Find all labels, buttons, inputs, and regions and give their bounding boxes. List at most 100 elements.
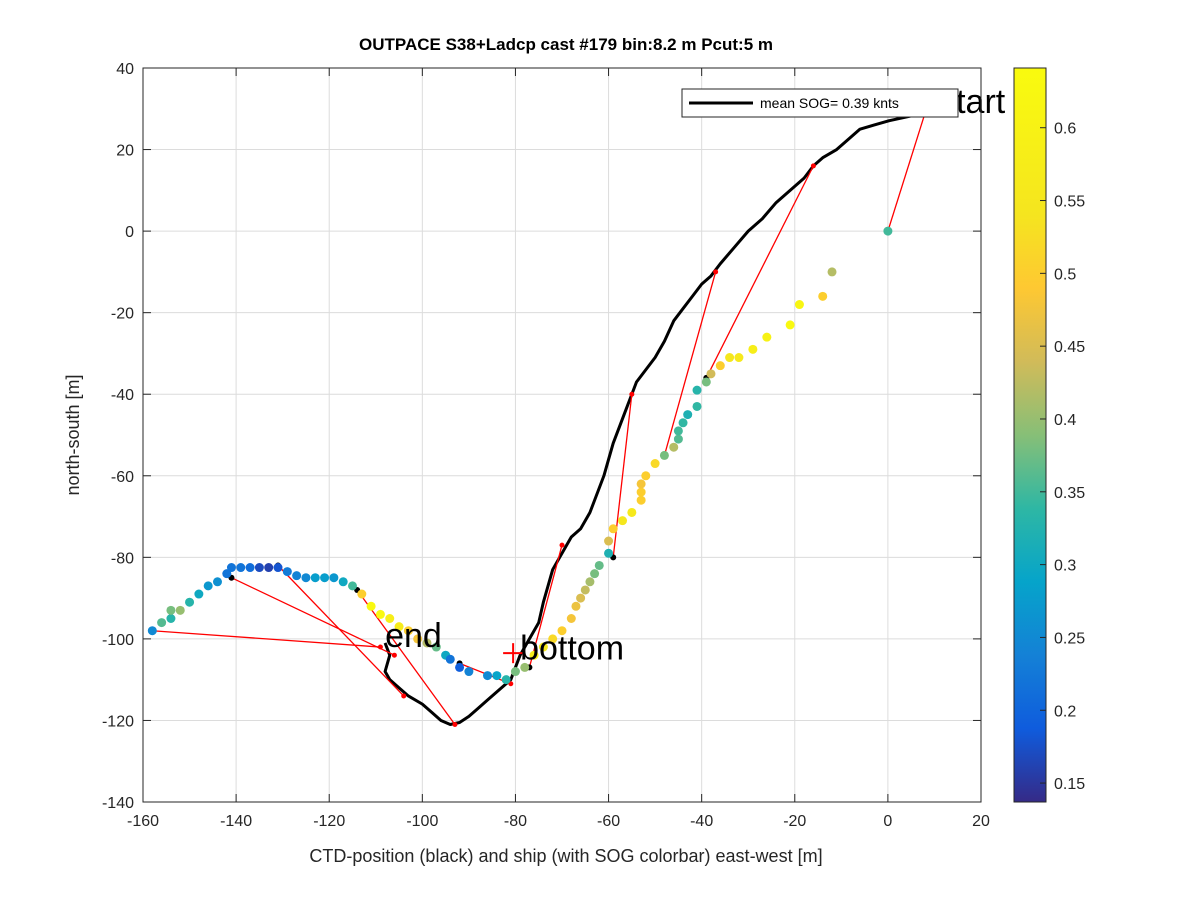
x-tick-label: -120 <box>313 813 345 830</box>
y-tick-label: -120 <box>102 713 134 730</box>
ship-sog-point <box>329 573 339 583</box>
ship-sog-point <box>650 459 660 469</box>
ship-sog-point <box>692 385 702 395</box>
x-tick-label: -40 <box>690 813 713 830</box>
ship-sog-point <box>827 267 837 277</box>
ship-sog-point <box>254 563 264 573</box>
x-tick-label: -160 <box>127 813 159 830</box>
y-tick-label: -60 <box>111 469 134 486</box>
ship-sog-point <box>585 577 595 587</box>
ship-sog-point <box>604 548 614 558</box>
x-tick-label: -80 <box>504 813 527 830</box>
ship-sog-point <box>338 577 348 587</box>
ship-sog-point <box>185 597 195 607</box>
ship-sog-point <box>580 585 590 595</box>
ship-sog-point <box>245 563 255 573</box>
ship-sog-point <box>883 226 893 236</box>
x-axis-label: CTD-position (black) and ship (with SOG … <box>309 846 822 866</box>
ship-sog-point <box>301 573 311 583</box>
ctd-link-end <box>391 652 397 658</box>
x-tick-label: 0 <box>883 813 892 830</box>
ship-sog-point <box>222 569 232 579</box>
ctd-link-end <box>401 693 407 699</box>
plot-frame <box>142 67 982 803</box>
ctd-track <box>383 111 926 727</box>
ship-sog-point <box>166 605 176 615</box>
ship-sog-point <box>203 581 213 591</box>
y-tick-label: 0 <box>125 224 134 241</box>
ship-sog-points <box>147 226 893 685</box>
y-tick-label: 40 <box>116 61 134 78</box>
ship-sog-point <box>659 450 669 460</box>
ship-sog-point <box>678 418 688 428</box>
ship-sog-point <box>366 601 376 611</box>
ctd-ship-link <box>356 589 456 725</box>
colorbar-tick-label: 0.3 <box>1054 558 1076 575</box>
legend: mean SOG= 0.39 knts <box>681 88 959 118</box>
ship-sog-point <box>641 471 651 481</box>
ship-sog-point <box>557 626 567 636</box>
y-tick-label: -80 <box>111 550 134 567</box>
x-tick-label: -140 <box>220 813 252 830</box>
colorbar-tick-label: 0.6 <box>1054 121 1076 138</box>
ship-sog-point <box>226 563 236 573</box>
ship-sog-point <box>748 344 758 354</box>
ctd-ship-link <box>663 271 717 456</box>
ctd-link-end <box>377 644 383 650</box>
y-tick-label: -40 <box>111 387 134 404</box>
ship-sog-point <box>175 605 185 615</box>
ship-sog-point <box>636 487 646 497</box>
ship-sog-point <box>194 589 204 599</box>
annotation-end: end <box>385 617 442 655</box>
y-axis-label: north-south [m] <box>63 374 83 495</box>
colorbar-tick-label: 0.45 <box>1054 339 1085 356</box>
ctd-link-end <box>452 722 458 728</box>
ship-sog-point <box>403 626 413 636</box>
ctd-link-end <box>629 391 635 397</box>
ship-sog-point <box>520 662 530 672</box>
ship-sog-point <box>785 320 795 330</box>
ship-sog-point <box>529 650 539 660</box>
colorbar-ticks: 0.15 0.2 0.25 0.3 0.35 0.4 0.45 0.5 0.55 0.6 <box>1040 121 1085 793</box>
x-tick-label: 20 <box>972 813 990 830</box>
ship-sog-point <box>348 581 357 591</box>
ship-sog-point <box>483 671 493 681</box>
ship-sog-point <box>701 377 711 387</box>
colorbar-tick-label: 0.5 <box>1054 266 1076 283</box>
x-tick-label: -60 <box>597 813 620 830</box>
ctd-ship-link <box>705 165 814 379</box>
ship-sog-point <box>292 571 302 581</box>
ctd-ship-link <box>528 544 563 668</box>
ship-sog-point <box>320 573 330 583</box>
ctd-track-line <box>383 111 926 727</box>
ship-sog-point <box>794 300 804 310</box>
ship-sog-point <box>590 569 600 579</box>
ship-sog-point <box>715 361 725 371</box>
ship-sog-point <box>166 614 176 623</box>
chart-title: OUTPACE S38+Ladcp cast #179 bin:8.2 m Pc… <box>359 35 773 54</box>
y-tick-label: -20 <box>111 306 134 323</box>
y-tick-label: -140 <box>102 795 134 812</box>
axis-ticks: -160 -140 -120 -100 -80 -60 -40 -20 0 20-140-120-… <box>102 61 990 830</box>
ship-sog-point <box>636 495 646 505</box>
ship-sog-point <box>431 642 441 652</box>
ship-sog-point <box>762 332 772 342</box>
ctd-ship-link <box>152 630 381 648</box>
annotation-bottom: bottom <box>520 629 624 667</box>
ship-sog-point <box>282 567 292 577</box>
ship-sog-point <box>510 667 520 677</box>
ship-sog-point <box>725 353 735 363</box>
colorbar-tick-label: 0.15 <box>1054 776 1085 793</box>
ship-sog-point <box>501 675 511 685</box>
ship-sog-point <box>264 563 274 573</box>
ship-sog-point <box>636 479 646 489</box>
ship-sog-point <box>627 507 637 517</box>
ship-sog-point <box>413 634 423 644</box>
ship-sog-point <box>422 638 432 648</box>
y-tick-label: -100 <box>102 632 134 649</box>
ship-sog-point <box>492 671 502 681</box>
ship-sog-point <box>548 634 558 644</box>
ship-sog-point <box>385 614 395 623</box>
